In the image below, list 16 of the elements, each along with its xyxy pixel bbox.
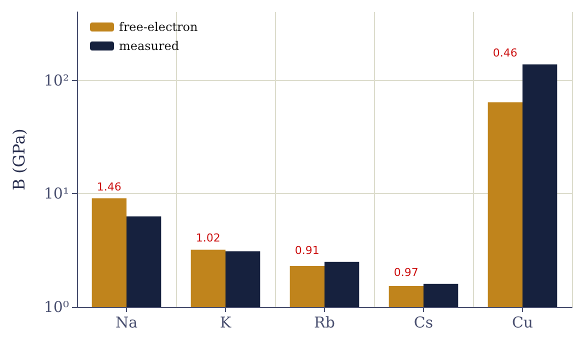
annotation: 0.91 xyxy=(294,244,320,257)
annotation: 1.46 xyxy=(96,180,122,194)
annotation: 0.46 xyxy=(492,46,518,60)
legend-label: measured xyxy=(119,39,180,53)
y-tick-label: 10⁰ xyxy=(44,298,69,316)
x-tick-label: Cs xyxy=(414,314,434,332)
x-tick-label: Na xyxy=(115,314,138,332)
annotation: 0.97 xyxy=(394,266,418,279)
y-axis-title: B (GPa) xyxy=(10,128,28,190)
y-tick-label: 10¹ xyxy=(44,184,69,203)
x-tick-label: Cu xyxy=(512,314,534,332)
legend-label: free-electron xyxy=(119,20,198,34)
y-tick-label: 10² xyxy=(44,71,69,90)
x-tick-label: Rb xyxy=(314,314,335,332)
x-tick-label: K xyxy=(220,314,232,332)
annotation: 1.02 xyxy=(196,232,220,245)
